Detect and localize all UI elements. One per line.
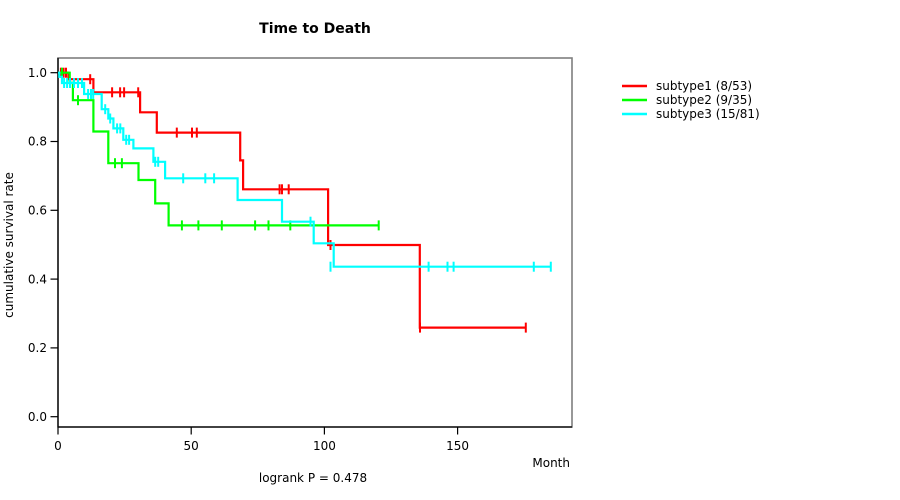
legend-label-subtype1: subtype1 (8/53) [656,79,752,93]
y-axis-label: cumulative survival rate [2,172,16,318]
y-tick-label: 0.0 [28,410,47,424]
survival-curves [58,67,552,333]
y-tick-label: 1.0 [28,66,47,80]
x-tick-label: 50 [184,439,199,453]
series-subtype3 [58,71,552,272]
y-tick-label: 0.8 [28,135,47,149]
legend: subtype1 (8/53) subtype2 (9/35) subtype3… [656,79,760,121]
x-tick-label: 150 [446,439,469,453]
legend-lines [622,84,647,116]
curve-subtype1 [58,71,526,329]
y-tick-label: 0.6 [28,204,47,218]
x-tick-label: 0 [54,439,62,453]
curve-subtype2 [58,71,379,227]
axes: 0.0 0.2 0.4 0.6 0.8 1.0 0 50 100 150 [28,57,573,453]
logrank-annotation: logrank P = 0.478 [259,471,367,485]
x-tick-label: 100 [313,439,336,453]
series-subtype1 [58,67,527,333]
y-tick-label: 0.4 [28,272,47,286]
chart-title: Time to Death [259,21,371,37]
legend-label-subtype3: subtype3 (15/81) [656,107,760,121]
x-axis-label: Month [532,456,570,470]
legend-label-subtype2: subtype2 (9/35) [656,93,752,107]
y-tick-label: 0.2 [28,341,47,355]
curve-subtype3 [58,71,551,268]
